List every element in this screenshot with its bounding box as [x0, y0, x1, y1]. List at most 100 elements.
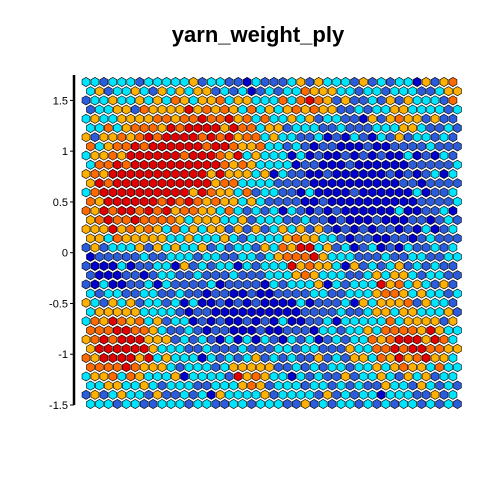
- hex-cell: [309, 159, 319, 170]
- hex-cell: [157, 362, 167, 373]
- chart-title: yarn_weight_ply: [172, 22, 345, 47]
- hex-cell: [300, 307, 310, 317]
- hex-cell: [354, 178, 364, 189]
- hex-cell: [323, 389, 332, 400]
- hex-cell: [300, 399, 310, 409]
- hex-cell: [193, 86, 203, 97]
- hex-cell: [184, 159, 194, 170]
- hex-cell: [292, 380, 301, 391]
- hex-cell: [287, 187, 297, 198]
- hex-cell: [412, 371, 422, 382]
- hex-cell: [354, 159, 364, 170]
- hex-cell: [139, 307, 149, 317]
- hex-cell: [453, 343, 462, 354]
- hex-cell: [327, 343, 337, 354]
- hex-cell: [283, 270, 292, 281]
- hex-cell: [238, 104, 247, 115]
- hex-cell: [90, 297, 100, 308]
- hex-cell: [162, 224, 171, 235]
- hex-cell: [256, 270, 265, 281]
- hex-cell: [336, 178, 346, 189]
- hex-cell: [368, 95, 377, 106]
- hex-cell: [104, 215, 113, 225]
- hex-cell: [453, 325, 462, 336]
- hex-cell: [323, 334, 332, 345]
- hex-cell: [305, 297, 315, 308]
- hex-cell: [247, 104, 256, 115]
- hex-cell: [171, 389, 180, 400]
- hex-cell: [435, 123, 444, 133]
- hex-cell: [202, 270, 212, 281]
- hex-cell: [354, 123, 364, 133]
- hex-cell: [144, 224, 153, 235]
- hex-cell: [278, 371, 288, 382]
- hex-cell: [278, 95, 288, 106]
- hex-cell: [305, 334, 315, 345]
- hex-cell: [390, 215, 400, 225]
- hex-cell: [323, 279, 332, 290]
- hex-cell: [278, 187, 288, 198]
- hex-cell: [229, 288, 238, 299]
- hex-cell: [408, 159, 417, 170]
- hex-cell: [90, 224, 100, 235]
- hex-cell: [207, 261, 216, 271]
- hex-cell: [117, 132, 127, 143]
- hex-cell: [421, 77, 431, 87]
- hex-cell: [453, 251, 462, 262]
- hex-cell: [121, 251, 131, 262]
- hex-cell: [251, 187, 261, 198]
- hex-cell: [184, 325, 194, 336]
- hex-cell: [81, 95, 91, 106]
- hex-cell: [448, 132, 458, 143]
- hex-cell: [99, 261, 109, 271]
- hex-cell: [139, 233, 149, 244]
- hex-cell: [421, 316, 431, 327]
- hex-cell: [444, 159, 453, 170]
- hex-cell: [350, 261, 359, 271]
- hex-cell: [332, 95, 341, 106]
- hex-cell: [341, 224, 350, 235]
- hex-cell: [251, 132, 261, 143]
- hex-cell: [189, 353, 198, 363]
- hex-cell: [153, 187, 162, 198]
- hex-cell: [256, 215, 265, 225]
- hex-cell: [363, 362, 373, 373]
- hex-cell: [336, 215, 346, 225]
- hex-cell: [166, 270, 176, 281]
- hex-cell: [354, 380, 364, 391]
- hex-cell: [86, 270, 95, 281]
- hex-cell: [215, 261, 225, 271]
- hex-cell: [453, 288, 462, 299]
- hex-cell: [408, 233, 417, 244]
- hex-cell: [417, 270, 426, 281]
- hex-cell: [448, 353, 458, 363]
- hex-cell: [86, 233, 95, 244]
- hex-cell: [108, 371, 118, 382]
- hex-cell: [314, 224, 323, 235]
- hex-cell: [86, 325, 95, 336]
- hex-cell: [421, 113, 431, 124]
- hex-cell: [189, 316, 198, 327]
- hex-cell: [381, 233, 391, 244]
- hex-cell: [260, 132, 270, 143]
- hex-cell: [269, 150, 279, 161]
- hex-cell: [86, 362, 95, 373]
- hex-cell: [287, 95, 297, 106]
- hex-cell: [274, 251, 283, 262]
- hex-cell: [148, 399, 158, 409]
- hex-cell: [278, 353, 288, 363]
- hex-cell: [269, 334, 279, 345]
- hex-cell: [198, 279, 207, 290]
- hex-cell: [327, 86, 337, 97]
- hex-cell: [148, 251, 158, 262]
- hex-cell: [251, 389, 261, 400]
- hex-cell: [394, 113, 404, 124]
- hex-cell: [242, 224, 252, 235]
- hex-cell: [350, 205, 359, 216]
- hex-cell: [184, 288, 194, 299]
- hex-cell: [444, 380, 453, 391]
- hex-cell: [309, 86, 319, 97]
- hex-cell: [126, 279, 136, 290]
- hex-cell: [229, 141, 238, 152]
- hex-cell: [256, 141, 265, 152]
